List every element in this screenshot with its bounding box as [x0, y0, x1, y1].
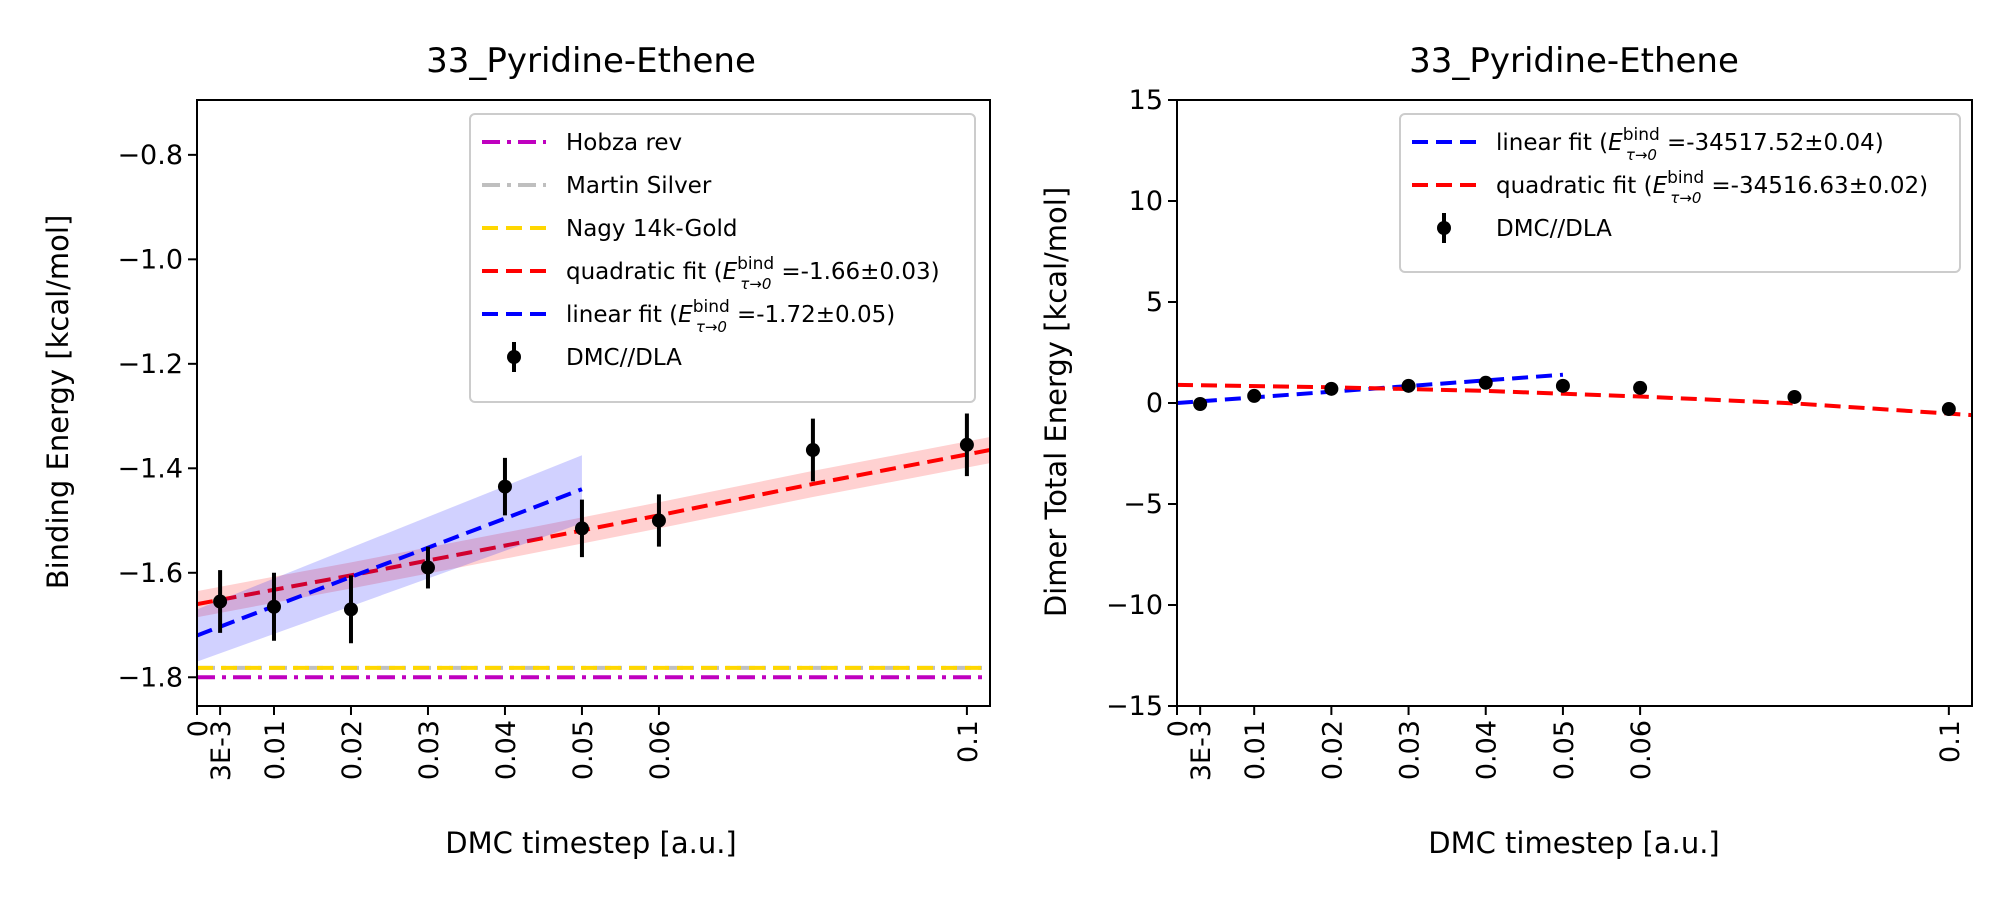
data-point — [959, 437, 974, 452]
axes-frame — [196, 99, 991, 707]
data-point — [1324, 381, 1339, 396]
right-x-axis-label: DMC timestep [a.u.] — [1428, 826, 1720, 860]
x-tick-label: 0.03 — [414, 720, 445, 780]
y-tick-label: −5 — [1123, 489, 1163, 520]
x-tick-label: 3E-3 — [206, 720, 237, 781]
legend-label: Martin Silver — [566, 173, 712, 199]
data-point — [420, 560, 435, 575]
quadratic-fit-confidence-band — [197, 436, 990, 618]
data-point — [651, 513, 666, 528]
x-tick-label: 0.03 — [1395, 720, 1426, 780]
legend-label: Hobza rev — [566, 130, 682, 156]
legend-label: linear fit (Ebind τ→0 =-1.72±0.05) — [566, 297, 895, 336]
x-tick-label: 0.05 — [1549, 720, 1580, 780]
data-point — [1478, 375, 1493, 390]
right-y-axis-label: Dimer Total Energy [kcal/mol] — [1039, 187, 1073, 617]
y-tick-label: −10 — [1106, 590, 1163, 621]
legend: linear fit (Ebind τ→0 =-34517.52±0.04) quad… — [1399, 113, 1961, 273]
data-point — [266, 599, 281, 614]
x-tick-label: 3E-3 — [1186, 720, 1217, 781]
y-tick-label: 5 — [1146, 287, 1163, 318]
data-point — [213, 594, 228, 609]
y-tick-label: −0.8 — [117, 140, 183, 171]
data-point — [805, 443, 820, 458]
x-tick-label: 0.04 — [491, 720, 522, 780]
x-tick-label: 0.06 — [1626, 720, 1657, 780]
x-tick-label: 0.02 — [1317, 720, 1348, 780]
x-tick-label: 0 — [183, 720, 214, 737]
y-tick-label: 10 — [1129, 186, 1163, 217]
left-y-axis-label: Binding Energy [kcal/mol] — [41, 215, 75, 590]
data-point — [1941, 402, 1956, 417]
x-tick-label: 0.01 — [1240, 720, 1271, 780]
data-point — [574, 521, 589, 536]
x-tick-label: 0.05 — [568, 720, 599, 780]
legend-handle-marker — [507, 350, 521, 364]
x-tick-label: 0.02 — [337, 720, 368, 780]
data-point — [1401, 378, 1416, 393]
left-chart-title: 33_Pyridine-Ethene — [426, 41, 756, 81]
data-point — [1193, 397, 1208, 412]
y-tick-label: 0 — [1146, 388, 1163, 419]
legend-label: DMC//DLA — [566, 345, 682, 371]
data-point — [1633, 380, 1648, 395]
data-point — [1247, 388, 1262, 403]
linear-fit-confidence-band — [197, 455, 582, 662]
y-tick-label: −15 — [1106, 691, 1163, 722]
legend-box — [1399, 113, 1961, 273]
legend: Hobza rev Martin Silver Nagy 14k-Gold quadr… — [469, 113, 976, 403]
legend-label: quadratic fit (Ebind τ→0 =-34516.63±0.02) — [1496, 168, 1928, 207]
y-tick-label: −1.8 — [117, 662, 183, 693]
quadratic-fit-line — [1177, 382, 1972, 418]
data-point — [343, 602, 358, 617]
left-x-axis-label: DMC timestep [a.u.] — [445, 826, 737, 860]
x-tick-label: 0.06 — [645, 720, 676, 780]
legend-box — [469, 113, 976, 403]
y-tick-label: −1.2 — [117, 349, 183, 380]
dimer-total-energy-panel: 33_Pyridine-Ethene DMC timestep [a.u.] D… — [1039, 41, 1973, 860]
right-chart-title: 33_Pyridine-Ethene — [1409, 41, 1739, 81]
binding-energy-panel: 33_Pyridine-Ethene DMC timestep [a.u.] B… — [41, 41, 991, 860]
legend-label: DMC//DLA — [1496, 216, 1612, 242]
x-tick-label: 0.1 — [1935, 720, 1966, 763]
plot-area — [197, 413, 990, 680]
x-tick-label: 0.1 — [953, 720, 984, 763]
legend-label: quadratic fit (Ebind τ→0 =-1.66±0.03) — [566, 254, 940, 293]
legend-label: Nagy 14k-Gold — [566, 216, 737, 242]
y-tick-label: 15 — [1129, 85, 1163, 116]
plot-area — [1177, 372, 1972, 418]
data-point — [1787, 389, 1802, 404]
y-tick-label: −1.6 — [117, 558, 183, 589]
y-tick-label: −1.4 — [117, 453, 183, 484]
linear-fit-line — [197, 487, 583, 638]
x-tick-label: 0 — [1163, 720, 1194, 737]
legend-label: linear fit (Ebind τ→0 =-34517.52±0.04) — [1496, 125, 1884, 164]
data-point — [1555, 378, 1570, 393]
data-point — [497, 479, 512, 494]
y-tick-label: −1.0 — [117, 244, 183, 275]
x-tick-label: 0.01 — [260, 720, 291, 780]
x-tick-label: 0.04 — [1472, 720, 1503, 780]
legend-handle-marker — [1437, 221, 1451, 235]
